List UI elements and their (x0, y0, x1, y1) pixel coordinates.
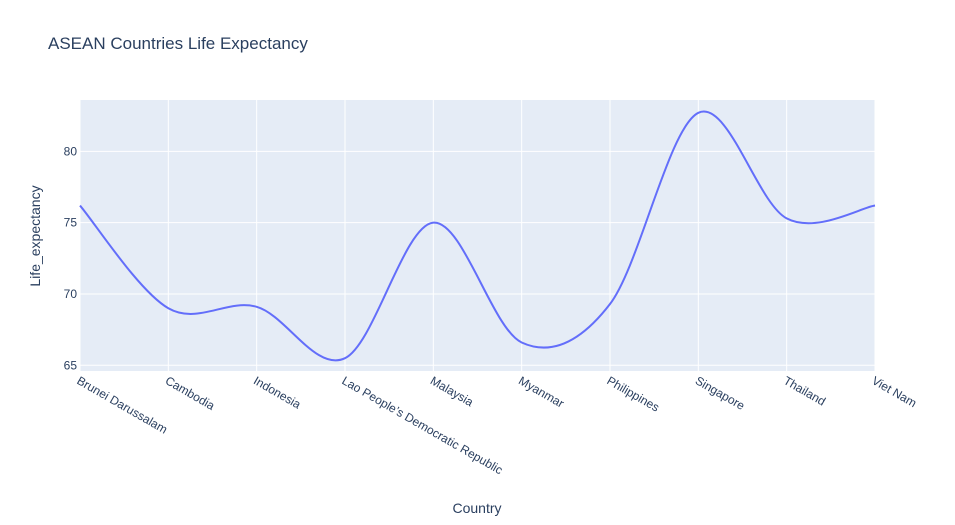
grid-lines (79, 100, 876, 371)
y-axis-label: Life_expectancy (27, 185, 43, 286)
plot-area (80, 100, 875, 371)
x-tick-label: Viet Nam (870, 373, 920, 410)
x-tick-label: Philippines (605, 373, 662, 414)
y-tick-labels: 65 70 75 80 (64, 144, 78, 372)
chart-title: ASEAN Countries Life Expectancy (48, 34, 308, 53)
x-tick-label: Myanmar (516, 373, 566, 410)
x-tick-label: Malaysia (428, 373, 476, 409)
y-tick-label: 65 (64, 358, 78, 372)
y-tick-label: 70 (64, 287, 78, 301)
x-tick-label: Singapore (693, 373, 748, 413)
x-tick-label: Thailand (781, 373, 828, 408)
y-tick-label: 75 (64, 216, 78, 230)
x-tick-label: Lao People’s Democratic Republic (340, 373, 506, 477)
series-line (79, 110, 876, 362)
y-tick-label: 80 (64, 144, 78, 158)
x-tick-label: Indonesia (251, 373, 303, 411)
x-axis-label: Country (452, 500, 501, 516)
x-tick-label: Brunei Darussalam (75, 373, 170, 436)
x-tick-label: Cambodia (163, 373, 218, 413)
